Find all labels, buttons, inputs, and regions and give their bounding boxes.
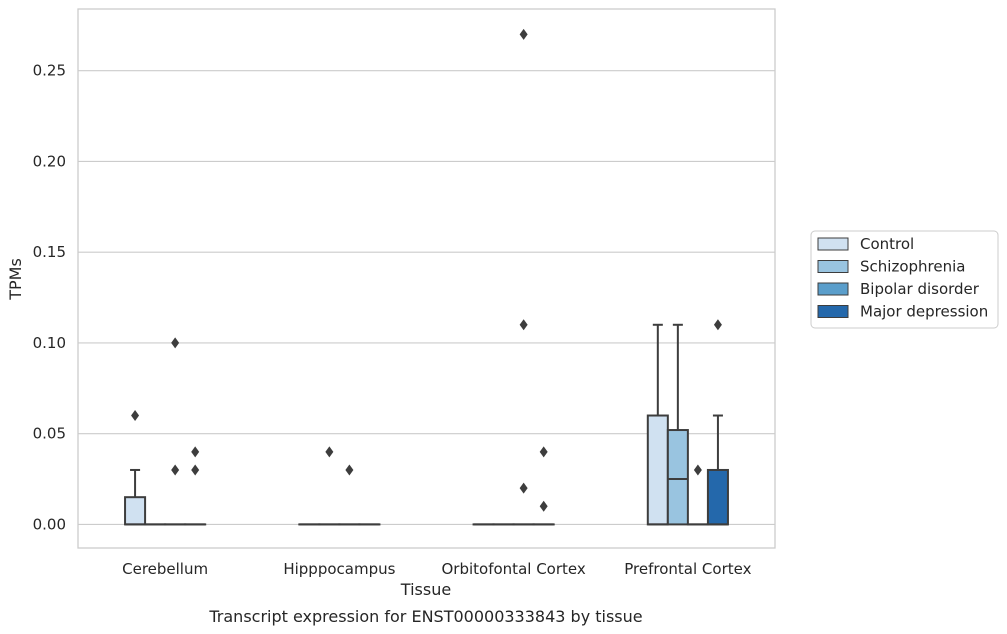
y-tick-label: 0.00 <box>33 515 66 533</box>
box-body <box>646 414 669 526</box>
legend-swatch <box>817 237 849 251</box>
chart-caption: Transcript expression for ENST0000033384… <box>208 607 642 626</box>
y-tick-label: 0.10 <box>33 334 66 352</box>
box <box>532 446 555 526</box>
outlier-point <box>539 446 548 458</box>
outlier-point <box>191 464 200 476</box>
x-tick-label: Orbitofontal Cortex <box>442 560 586 578</box>
legend-swatch <box>817 282 849 296</box>
box <box>318 446 341 526</box>
plot-frame <box>77 8 776 549</box>
box <box>338 464 361 526</box>
outlier-point <box>325 446 334 458</box>
outlier-point <box>345 464 354 476</box>
x-tick-label: Hipppocampus <box>283 560 395 578</box>
y-tick-label: 0.25 <box>33 62 66 80</box>
legend-label: Major depression <box>860 303 988 321</box>
x-tick-labels: Cerebellum Hipppocampus Orbitofontal Corte… <box>122 560 751 578</box>
outlier-point <box>171 337 180 349</box>
legend-swatch <box>817 305 849 318</box>
box-series <box>124 28 729 526</box>
legend-frame <box>810 230 999 329</box>
legend-label: Schizophrenia <box>860 258 965 276</box>
box <box>164 337 187 526</box>
outlier-point <box>519 28 528 40</box>
legend: Control Schizophrenia Bipolar disorder Majo… <box>810 230 999 329</box>
outlier-point <box>519 482 528 494</box>
x-tick-label: Prefrontal Cortex <box>624 560 751 578</box>
box <box>512 28 535 526</box>
box-body <box>124 496 147 526</box>
box <box>666 323 689 526</box>
y-tick-labels: 0.00 0.05 0.10 0.15 0.20 0.25 <box>33 62 66 534</box>
outlier-point <box>131 410 140 422</box>
outlier-point <box>693 464 702 476</box>
y-tick-label: 0.15 <box>33 243 66 261</box>
box-body <box>706 468 729 526</box>
box <box>706 319 729 526</box>
y-tick-label: 0.20 <box>33 152 66 170</box>
box <box>686 464 709 526</box>
outlier-point <box>171 464 180 476</box>
box <box>646 323 669 526</box>
x-tick-label: Cerebellum <box>122 560 208 578</box>
box-body <box>666 429 689 526</box>
legend-swatch <box>817 260 849 273</box>
legend-label: Control <box>860 235 914 253</box>
outlier-point <box>539 500 548 512</box>
box <box>124 410 147 526</box>
x-axis-title: Tissue <box>400 580 451 599</box>
box <box>184 446 207 526</box>
outlier-point <box>191 446 200 458</box>
outlier-point <box>519 319 528 331</box>
legend-label: Bipolar disorder <box>860 280 980 298</box>
y-axis-title: TPMs <box>6 258 25 301</box>
outlier-point <box>713 319 722 331</box>
y-tick-label: 0.05 <box>33 425 66 443</box>
